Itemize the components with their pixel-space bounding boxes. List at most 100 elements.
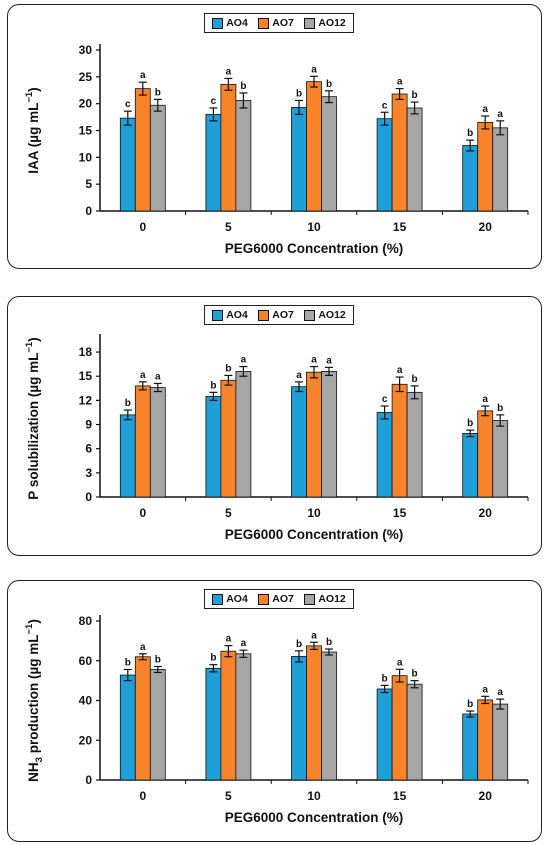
x-tick-label: 15 <box>393 506 407 520</box>
significance-letter: b <box>497 403 503 414</box>
y-tick-label: 5 <box>85 177 92 191</box>
y-tick-label: 10 <box>79 150 93 164</box>
significance-letter: c <box>382 100 388 111</box>
legend-item-ao7: AO7 <box>258 309 294 321</box>
significance-letter: c <box>125 99 131 110</box>
x-tick-label: 10 <box>307 506 321 520</box>
y-tick-label: 60 <box>79 654 93 668</box>
significance-letter: a <box>241 638 247 649</box>
p-solubilization-chart-panel: 0 3 6 9 12 15 18 0 b a a 5 b b a 10 a a a 15 c a b 20 b a b PEG6000… <box>7 296 542 556</box>
legend-item-ao4: AO4 <box>212 17 248 29</box>
significance-letter: b <box>125 398 131 409</box>
x-tick-label: 10 <box>307 789 321 803</box>
significance-letter: b <box>225 363 231 374</box>
bar-ao12-10 <box>321 651 337 781</box>
bar-ao12-5 <box>235 653 252 781</box>
bar-ao12-20 <box>492 420 509 498</box>
y-tick-label: 15 <box>79 369 93 383</box>
legend-swatch-ao4 <box>212 17 224 29</box>
bar-ao12-0 <box>149 669 166 781</box>
bar-ao12-5 <box>235 100 252 212</box>
y-tick-label: 40 <box>79 694 93 708</box>
bar-ao12-10 <box>321 96 337 212</box>
significance-letter: a <box>397 365 403 376</box>
bar-ao7-0 <box>134 88 151 212</box>
y-tick-label: 20 <box>79 733 93 747</box>
bar-ao12-20 <box>492 127 509 212</box>
significance-letter: a <box>155 371 161 382</box>
legend-swatch-ao12 <box>304 17 316 29</box>
significance-letter: b <box>412 669 418 680</box>
bar-ao7-0 <box>134 656 151 781</box>
bar-ao4-20 <box>462 432 479 498</box>
legend-item-ao4: AO4 <box>212 593 248 605</box>
legend-swatch-ao7 <box>258 593 270 605</box>
x-tick-label: 5 <box>225 220 232 234</box>
significance-letter: b <box>412 90 418 101</box>
y-tick-label: 12 <box>79 393 93 407</box>
significance-letter: a <box>482 684 488 695</box>
significance-letter: a <box>296 370 302 381</box>
x-tick-label: 10 <box>307 220 321 234</box>
significance-letter: b <box>210 653 216 664</box>
significance-letter: b <box>467 418 473 429</box>
x-axis-label: PEG6000 Concentration (%) <box>225 241 404 256</box>
bar-ao4-5 <box>205 667 222 781</box>
legend: AO4 AO7 AO12 <box>204 589 354 609</box>
bar-ao7-15 <box>391 383 408 498</box>
significance-letter: b <box>326 79 332 90</box>
significance-letter: b <box>296 639 302 650</box>
legend-item-ao12: AO12 <box>304 309 346 321</box>
significance-letter: a <box>140 370 146 381</box>
significance-letter: c <box>382 394 388 405</box>
significance-letter: b <box>296 88 302 99</box>
significance-letter: a <box>326 355 332 366</box>
y-tick-label: 18 <box>79 345 93 359</box>
y-tick-label: 30 <box>79 43 93 57</box>
significance-letter: a <box>482 104 488 115</box>
bar-ao7-20 <box>477 122 494 212</box>
y-tick-label: 15 <box>79 124 93 138</box>
y-tick-label: 0 <box>85 490 92 504</box>
bar-ao12-15 <box>406 683 423 781</box>
significance-letter: a <box>140 70 146 81</box>
significance-letter: b <box>125 657 131 668</box>
x-tick-label: 5 <box>225 789 232 803</box>
bar-ao4-0 <box>119 117 136 212</box>
significance-letter: a <box>140 642 146 653</box>
legend-swatch-ao4 <box>212 593 224 605</box>
x-tick-label: 0 <box>139 220 146 234</box>
bar-ao4-0 <box>119 414 136 498</box>
legend-item-ao7: AO7 <box>258 593 294 605</box>
significance-letter: a <box>226 66 232 77</box>
bar-ao7-20 <box>477 699 494 781</box>
bar-ao12-10 <box>321 371 337 498</box>
significance-letter: b <box>382 673 388 684</box>
significance-letter: a <box>497 109 503 120</box>
y-tick-label: 3 <box>85 466 92 480</box>
legend: AO4 AO7 AO12 <box>204 305 354 325</box>
significance-letter: a <box>226 634 232 645</box>
y-tick-label: 20 <box>79 97 93 111</box>
y-axis-label: NH3 production (µg mL−1) <box>24 619 45 782</box>
significance-letter: a <box>497 687 503 698</box>
legend: AO4 AO7 AO12 <box>204 13 354 33</box>
significance-letter: a <box>311 64 317 75</box>
legend-swatch-ao4 <box>212 309 224 321</box>
x-tick-label: 20 <box>479 220 493 234</box>
bar-ao7-20 <box>477 410 494 498</box>
y-tick-label: 80 <box>79 614 93 628</box>
legend-swatch-ao7 <box>258 17 270 29</box>
bar-ao4-10 <box>291 107 307 212</box>
bar-ao7-5 <box>220 83 237 212</box>
bar-ao4-5 <box>205 395 222 498</box>
x-tick-label: 20 <box>479 789 493 803</box>
y-tick-label: 9 <box>85 418 92 432</box>
significance-letter: a <box>397 77 403 88</box>
significance-letter: b <box>240 81 246 92</box>
nh3-production-chart-panel: 0 20 40 60 80 0 b a b 5 b a a 10 b a b 15 b a b 20 b a a PEG6000 … <box>7 580 542 842</box>
bar-ao4-10 <box>291 386 307 498</box>
significance-letter: a <box>241 355 247 366</box>
